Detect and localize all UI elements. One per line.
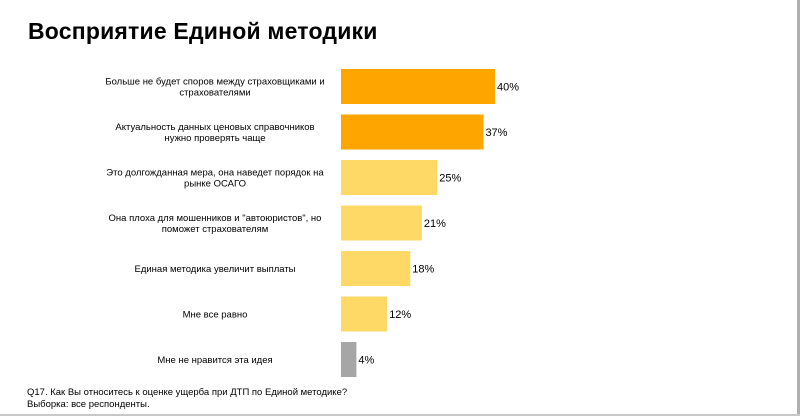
value-label-2: 37% [485, 127, 507, 139]
bar-3 [341, 160, 438, 195]
category-label-5: Единая методика увеличит выплаты [134, 264, 295, 275]
bar-1 [341, 69, 495, 104]
category-label-7: Мне не нравится эта идея [157, 355, 272, 366]
footnote-sample: Выборка: все респонденты. [27, 399, 150, 410]
bar-6 [341, 296, 388, 332]
category-label-line: Единая методика увеличит выплаты [134, 264, 295, 275]
bar-7 [341, 342, 357, 377]
footnote-question: Q17. Как Вы относитесь к оценке ущерба п… [27, 387, 348, 398]
chart-title: Восприятие Единой методики [28, 18, 378, 44]
value-label-6: 12% [389, 309, 411, 321]
value-label-5: 18% [412, 264, 434, 276]
category-label-line: рынке ОСАГО [184, 179, 246, 190]
category-label-line: поможет страхователям [162, 224, 269, 235]
category-label-4: Она плоха для мошенников и "автоюристов"… [109, 213, 322, 235]
category-label-line: страхователями [179, 88, 250, 99]
frame-border-right [797, 0, 800, 416]
value-label-1: 40% [497, 82, 519, 94]
category-label-line: Актуальность данных ценовых справочников [115, 122, 314, 133]
value-label-4: 21% [424, 218, 446, 230]
bar-chart: 40% Больше не будет споров между страховщ… [105, 69, 519, 377]
category-label-3: Это долгожданная мера, она наведет поряд… [106, 168, 324, 190]
category-label-line: Она плоха для мошенников и "автоюристов"… [109, 213, 322, 224]
category-label-line: Это долгожданная мера, она наведет поряд… [106, 168, 324, 179]
value-label-3: 25% [439, 173, 461, 185]
frame-border-bottom [0, 414, 800, 416]
footnote: Q17. Как Вы относитесь к оценке ущерба п… [27, 387, 347, 411]
category-label-line: Мне не нравится эта идея [157, 355, 272, 366]
category-label-line: Больше не будет споров между страховщика… [105, 77, 324, 88]
category-label-line: Мне все равно [183, 310, 248, 321]
bar-4 [341, 205, 422, 241]
value-label-7: 4% [358, 355, 374, 367]
bar-5 [341, 251, 411, 286]
category-label-1: Больше не будет споров между страховщика… [105, 77, 324, 99]
category-label-line: нужно проверять чаще [164, 133, 265, 144]
category-label-2: Актуальность данных ценовых справочников… [115, 122, 314, 144]
bar-2 [341, 114, 484, 150]
category-label-6: Мне все равно [183, 310, 248, 321]
